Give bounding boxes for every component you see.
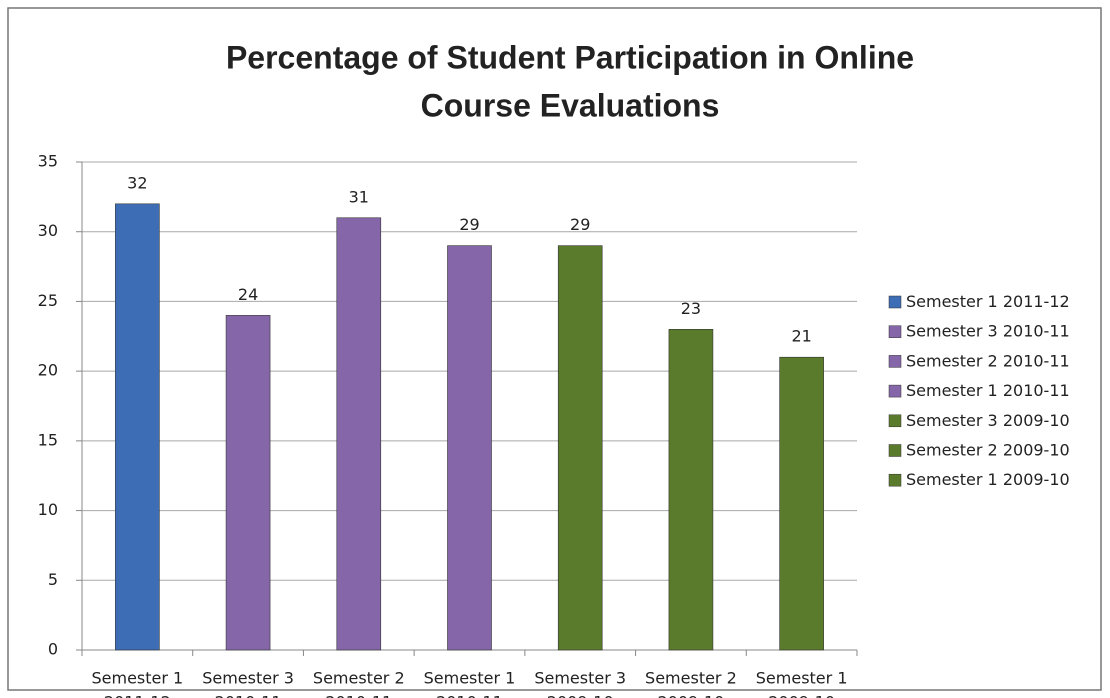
bar	[115, 203, 160, 651]
legend-swatch	[888, 414, 902, 428]
legend-label: Semester 2 2010-11	[906, 351, 1070, 370]
x-tick-label: 2009-10	[547, 693, 614, 698]
legend-label-part: Semester 2	[906, 351, 998, 370]
legend-label-part: Semester 2	[906, 440, 998, 459]
y-tick-label: 5	[48, 570, 58, 589]
chart-title: Course Evaluations	[421, 87, 720, 123]
bar	[668, 329, 714, 651]
bar	[779, 356, 824, 651]
y-tick-label: 0	[48, 640, 58, 659]
legend-label: Semester 1 2011-12	[906, 292, 1070, 311]
legend-swatch	[888, 295, 902, 309]
x-tick-label: Semester 1	[91, 669, 183, 688]
legend-label-part: 2011-12	[1003, 292, 1070, 311]
y-tick-label: 15	[38, 430, 58, 449]
legend-label: Semester 1 2010-11	[906, 381, 1070, 400]
legend-label-part: Semester 3	[906, 410, 998, 429]
legend-swatch	[888, 473, 902, 487]
legend-swatch	[888, 325, 902, 338]
x-tick-label: Semester 3	[534, 669, 626, 688]
legend-label: Semester 2 2009-10	[906, 440, 1070, 459]
data-label: 24	[238, 285, 258, 304]
data-label: 29	[459, 215, 479, 234]
legend-label-part: Semester 1	[906, 381, 998, 400]
x-tick-label: 2009-10	[657, 693, 724, 698]
chart-border	[7, 7, 1102, 691]
legend-label-part: 2009-10	[1003, 470, 1070, 489]
x-tick-label: Semester 3	[202, 669, 294, 688]
legend-swatch	[888, 355, 902, 368]
legend-label-part: 2010-11	[1003, 381, 1070, 400]
x-tick-label: 2010-11	[215, 693, 282, 698]
data-label: 31	[349, 187, 369, 206]
legend-label-part: 2009-10	[1003, 440, 1070, 459]
legend-label: Semester 1 2009-10	[906, 470, 1070, 489]
chart-title: Percentage of Student Participation in O…	[226, 39, 914, 75]
y-tick-label: 25	[38, 291, 58, 310]
x-tick-label: 2011-12	[104, 693, 171, 698]
x-tick-label: Semester 1	[424, 669, 516, 688]
legend-label-part: Semester 1	[906, 470, 998, 489]
x-tick-label: 2010-11	[325, 693, 392, 698]
x-tick-label: Semester 2	[645, 669, 737, 688]
y-tick-label: 20	[38, 361, 58, 380]
legend-label: Semester 3 2009-10	[906, 410, 1070, 429]
legend-label-part: 2010-11	[1003, 321, 1070, 340]
bar	[557, 245, 603, 651]
legend-label-part: Semester 3	[906, 321, 998, 340]
bar	[336, 217, 382, 651]
legend-label: Semester 3 2010-11	[906, 321, 1070, 340]
data-label: 21	[791, 327, 811, 346]
legend-swatch	[888, 384, 902, 398]
data-label: 32	[127, 173, 147, 192]
y-tick-label: 35	[38, 152, 58, 171]
y-tick-label: 30	[38, 221, 58, 240]
x-tick-label: 2009-10	[768, 693, 835, 698]
x-tick-label: 2010-11	[436, 693, 503, 698]
data-label: 29	[570, 215, 590, 234]
bar	[447, 245, 492, 651]
x-tick-label: Semester 1	[756, 669, 848, 688]
legend-swatch	[888, 444, 902, 457]
legend-label-part: Semester 1	[906, 292, 998, 311]
bar	[225, 315, 271, 651]
legend-label-part: 2010-11	[1003, 351, 1070, 370]
x-tick-label: Semester 2	[313, 669, 405, 688]
y-tick-label: 10	[38, 500, 58, 519]
legend-label-part: 2009-10	[1003, 410, 1070, 429]
data-label: 23	[681, 299, 701, 318]
